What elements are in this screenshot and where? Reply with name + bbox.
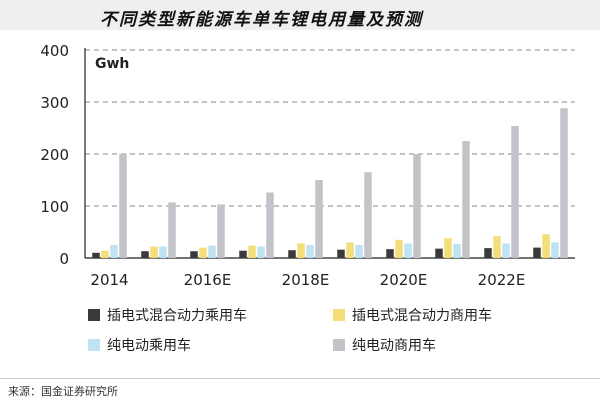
legend-swatch [88, 309, 100, 321]
unit-label: Gwh [95, 56, 130, 72]
chart-title: 不同类型新能源车单车锂电用量及预测 [100, 10, 423, 30]
legend-item: 纯电动商用车 [333, 335, 436, 355]
x-tick-label: 2018E [282, 271, 330, 289]
bar [199, 247, 207, 258]
y-tick-label: 400 [40, 42, 69, 60]
bar [511, 125, 519, 258]
bar [462, 141, 470, 258]
bar [404, 243, 412, 258]
footer-divider [0, 378, 600, 379]
bar [239, 250, 247, 258]
bar [315, 180, 323, 258]
x-tick-label: 2016E [184, 271, 232, 289]
bar [551, 242, 559, 258]
y-tick-label: 200 [40, 146, 69, 164]
bar [355, 245, 363, 258]
legend-item: 插电式混合动力乘用车 [88, 305, 247, 325]
bar [119, 154, 127, 258]
source-note: 来源：国金证券研究所 [8, 385, 118, 398]
x-tick-label: 2020E [380, 271, 428, 289]
legend-item: 纯电动乘用车 [88, 335, 191, 355]
bar [533, 247, 541, 258]
bar [208, 245, 216, 258]
bar [297, 243, 305, 258]
bar [413, 154, 421, 258]
bar [257, 246, 265, 258]
bar [502, 243, 510, 258]
bar [337, 249, 345, 258]
y-tick-label: 100 [40, 198, 69, 216]
y-tick-label: 300 [40, 94, 69, 112]
legend-swatch [88, 339, 100, 351]
bar [346, 242, 354, 258]
x-tick-label: 2014 [90, 271, 128, 289]
bar [395, 239, 403, 258]
bar [217, 204, 225, 258]
legend-label: 纯电动乘用车 [107, 338, 191, 354]
legend-label: 插电式混合动力乘用车 [107, 308, 247, 324]
x-tick-label: 2022E [478, 271, 526, 289]
legend-swatch [333, 339, 345, 351]
bar [444, 238, 452, 258]
legend-item: 插电式混合动力商用车 [333, 305, 492, 325]
bar [92, 252, 100, 258]
bar [542, 234, 550, 258]
bar [190, 251, 198, 258]
bar [141, 251, 149, 258]
legend-label: 纯电动商用车 [352, 338, 436, 354]
bar [364, 172, 372, 258]
bar [386, 249, 394, 258]
bar [435, 248, 443, 258]
bar [493, 236, 501, 258]
bar [484, 248, 492, 258]
bar [288, 250, 296, 258]
bar [248, 245, 256, 258]
bar [150, 246, 158, 258]
bar [306, 245, 314, 258]
bar [110, 245, 118, 258]
title-band [0, 0, 600, 30]
bar [168, 202, 176, 258]
bar [159, 246, 167, 258]
bar [560, 108, 568, 259]
legend-swatch [333, 309, 345, 321]
bar [101, 250, 109, 258]
bar [266, 192, 274, 258]
bar [453, 243, 461, 258]
legend-label: 插电式混合动力商用车 [352, 308, 492, 324]
y-tick-label: 0 [59, 250, 69, 268]
